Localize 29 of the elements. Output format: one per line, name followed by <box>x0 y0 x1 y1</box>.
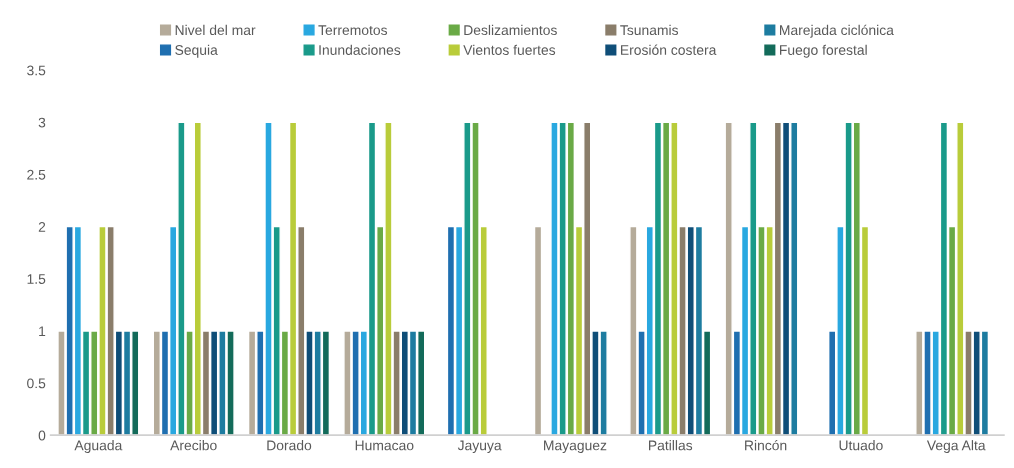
legend-label: Fuego forestal <box>780 44 867 58</box>
legend-label: Inundaciones <box>319 44 401 55</box>
legend-label: Erosión costera <box>621 44 717 55</box>
legend-label: Deslizamientos <box>464 24 557 36</box>
legend-label: Nivel del mar <box>175 24 256 36</box>
legend-label: Terremotos <box>318 25 388 36</box>
x-tick-label: Aguada <box>74 440 123 454</box>
y-tick-label: 1 <box>39 326 46 336</box>
bar <box>533 225 543 436</box>
x-tick-label: Utuado <box>839 440 883 451</box>
x-tick-label: Jayuya <box>457 440 502 454</box>
x-tick-label: Dorado <box>267 440 312 451</box>
legend-label: Tsunamis <box>620 24 679 36</box>
legend-label: Vientos fuertes <box>463 44 556 55</box>
y-tick-label: 2 <box>38 221 46 232</box>
x-tick-label: Rincón <box>745 439 787 451</box>
x-tick-label: Arecibo <box>170 440 217 451</box>
x-tick-label: Humacao <box>355 440 414 451</box>
y-tick-label: 3 <box>38 117 46 128</box>
legend-label: Sequia <box>175 44 218 58</box>
y-tick-label: 2.5 <box>27 169 46 180</box>
legend-label: Marejada ciclónica <box>780 24 894 38</box>
y-tick-label: 3.5 <box>27 65 46 76</box>
x-tick-label: Patillas <box>649 440 693 451</box>
y-tick-label: 1.5 <box>27 274 46 284</box>
x-tick-label: Vega Alta <box>926 440 986 454</box>
x-tick-label: Mayaguez <box>544 440 607 454</box>
y-tick-label: 0 <box>38 430 46 441</box>
y-tick-label: 0.5 <box>27 378 46 389</box>
